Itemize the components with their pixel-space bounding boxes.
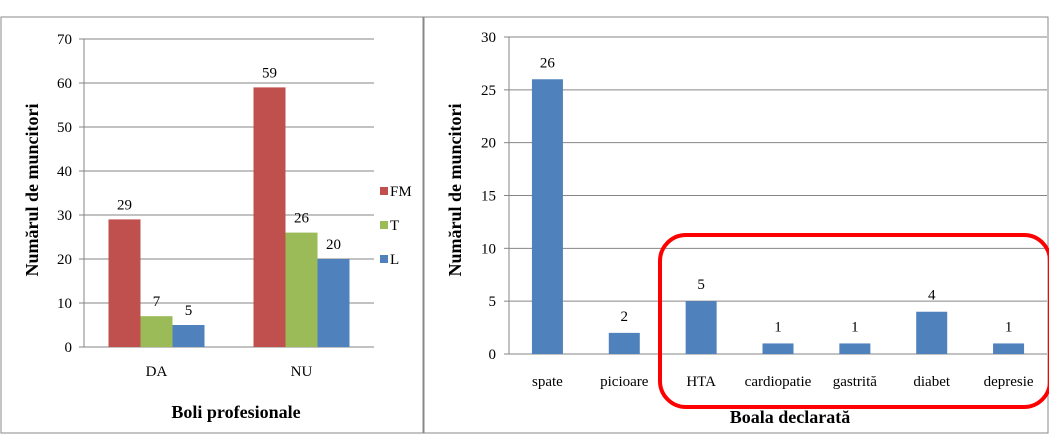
- y-tick-label: 60: [57, 76, 72, 92]
- bar-spate: [531, 79, 563, 355]
- y-tick-label: 5: [489, 294, 497, 310]
- x-tick-label: HTA: [686, 374, 716, 390]
- data-label: 26: [540, 55, 556, 71]
- data-label: 5: [697, 277, 705, 293]
- x-tick-label: depresie: [984, 374, 1034, 390]
- y-tick-label: 10: [481, 241, 496, 257]
- y-tick-label: 0: [489, 347, 497, 363]
- data-label: 2: [621, 309, 629, 325]
- bar-cardiopatie: [762, 343, 794, 354]
- y-tick-label: 40: [57, 164, 72, 180]
- legend-label-L: L: [390, 252, 399, 268]
- data-label: 20: [326, 237, 341, 253]
- bar-L-NU: [317, 259, 350, 347]
- y-tick-label: 20: [57, 252, 72, 268]
- data-label: 26: [294, 211, 310, 227]
- y-tick-label: 10: [57, 296, 72, 312]
- data-label: 5: [185, 303, 193, 319]
- bar-depresie: [993, 343, 1025, 354]
- chart-1-frame: [0, 16, 424, 434]
- y-tick-label: 70: [57, 32, 72, 48]
- bar-FM-NU: [253, 87, 286, 348]
- legend-swatch-T: [380, 221, 388, 229]
- chart-1-y-ticks: 0 10 20 30 40 50 60 70: [57, 32, 84, 356]
- bar-HTA: [685, 301, 717, 354]
- y-tick-label: 30: [481, 30, 496, 46]
- y-tick-label: 25: [481, 83, 496, 99]
- bar-L-DA: [172, 325, 205, 347]
- data-label: 4: [928, 288, 936, 304]
- chart-2-x-axis-label: Boala declarată: [730, 407, 850, 427]
- chart-1-x-axis-label: Boli profesionale: [171, 402, 300, 422]
- legend-swatch-L: [380, 255, 388, 263]
- data-label: 1: [1005, 319, 1013, 335]
- y-tick-label: 50: [57, 120, 72, 136]
- y-tick-label: 30: [57, 208, 72, 224]
- chart-1-data-labels: 29 7 5 59 26 20: [117, 65, 341, 319]
- bar-T-NU: [285, 232, 318, 347]
- bar-T-DA: [140, 316, 173, 347]
- y-tick-label: 15: [481, 189, 496, 205]
- data-label: 1: [774, 319, 782, 335]
- bar-diabet: [916, 311, 948, 354]
- x-tick-label: spate: [532, 374, 563, 390]
- chart-1-bars: [108, 87, 350, 348]
- chart-2-y-ticks: 0 5 10 15 20 25 30: [481, 30, 509, 363]
- legend-swatch-FM: [380, 187, 388, 195]
- chart-1-x-ticks: DA NU: [146, 364, 313, 380]
- bar-picioare: [608, 332, 640, 354]
- chart-2-x-ticks: spate picioare HTA cardiopatie gastrită diabe…: [532, 374, 1034, 390]
- data-label: 1: [851, 319, 859, 335]
- chart-2-y-axis-label: Numărul de muncitori: [445, 104, 465, 277]
- x-tick-label: gastrită: [833, 374, 877, 390]
- x-tick-label: cardiopatie: [745, 374, 812, 390]
- legend-label-T: T: [390, 218, 399, 234]
- legend-label-FM: FM: [390, 184, 412, 200]
- bar-FM-DA: [108, 219, 141, 347]
- chart-1-y-axis-label: Numărul de muncitori: [22, 104, 42, 277]
- x-tick-label: DA: [146, 364, 168, 380]
- chart-2-data-labels: 26 2 5 1 1 4 1: [540, 55, 1012, 335]
- y-tick-label: 0: [65, 340, 73, 356]
- data-label: 29: [117, 197, 132, 213]
- chart-1-legend: FM T L: [380, 184, 412, 268]
- highlight-box: [658, 233, 1049, 409]
- bar-gastrită: [839, 343, 871, 354]
- x-tick-label: picioare: [600, 374, 649, 390]
- chart-2-frame: [423, 16, 1049, 434]
- chart-2-gridlines: [508, 36, 1047, 355]
- data-label: 7: [153, 294, 161, 310]
- x-tick-label: NU: [291, 364, 313, 380]
- x-tick-label: diabet: [913, 374, 950, 390]
- chart-occupational-disease: 0 10 20 30 40 50 60 70 DA NU 29 7 5 59 26 20 FM T L Num…: [22, 32, 412, 422]
- data-label: 59: [262, 65, 277, 81]
- y-tick-label: 20: [481, 136, 496, 152]
- chart-2-bars: [531, 79, 1025, 355]
